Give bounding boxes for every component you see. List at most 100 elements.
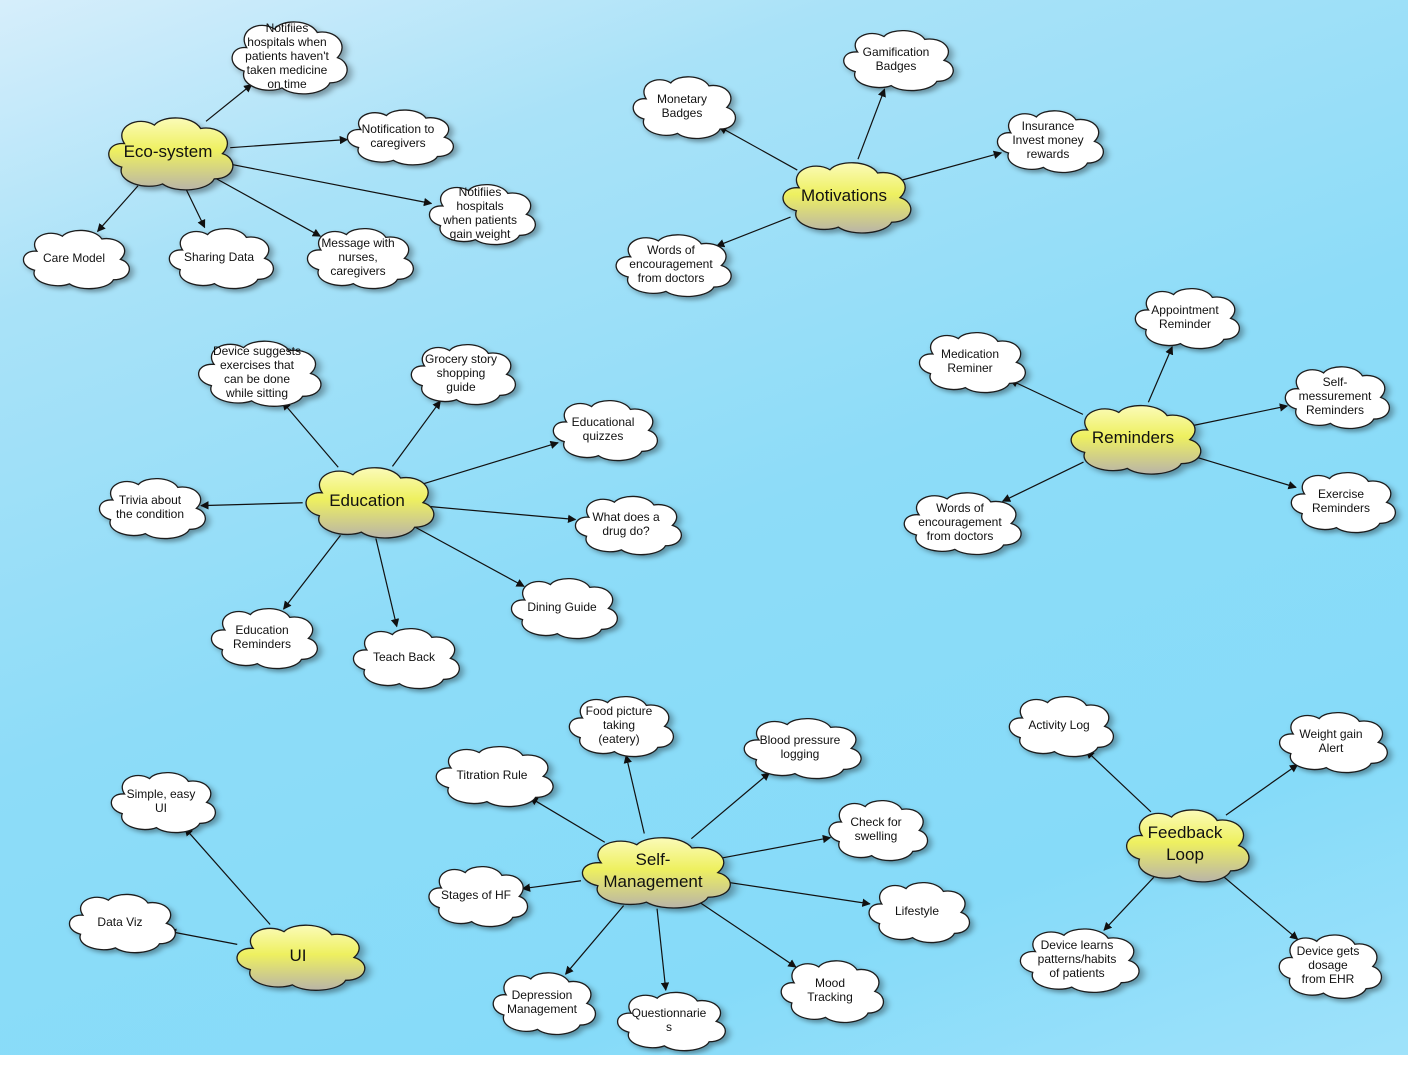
leaf-cloud-shape (1002, 690, 1116, 760)
connector-arrow (623, 754, 645, 834)
leaf-edu-device-exercises[interactable]: Device suggests exercises that can be do… (190, 334, 324, 410)
leaf-sm-questionnaires[interactable]: Questionnarie s (610, 986, 728, 1054)
hub-reminders[interactable]: Reminders (1062, 398, 1204, 478)
connector-arrow (167, 928, 238, 945)
leaf-fb-device-learns[interactable]: Device learns patterns/habits of patient… (1012, 922, 1142, 996)
leaf-eco-message[interactable]: Message with nurses, caregivers (300, 222, 416, 292)
leaf-cloud-shape (822, 794, 930, 864)
leaf-eco-notify-medicine[interactable]: Notifiies hospitals when patients haven'… (224, 14, 350, 98)
leaf-eco-sharing-data[interactable]: Sharing Data (162, 222, 276, 292)
leaf-cloud-shape (504, 572, 620, 642)
leaf-label: Activity Log (1028, 718, 1090, 732)
leaf-label: Grocery story shopping guide (424, 352, 497, 394)
hub-feedback-loop[interactable]: Feedback Loop (1118, 802, 1252, 886)
leaf-edu-trivia[interactable]: Trivia about the condition (92, 472, 208, 542)
leaf-label: Sharing Data (183, 250, 255, 264)
connector-arrow (200, 501, 303, 510)
leaf-sm-food-picture[interactable]: Food picture taking (eatery) (562, 690, 676, 760)
connector-arrow (375, 538, 400, 628)
hub-motivations[interactable]: Motivations (774, 155, 914, 237)
connector-arrow (902, 150, 1003, 181)
leaf-label: Mood Tracking (807, 976, 853, 1004)
hub-label: Eco-system (123, 142, 213, 161)
leaf-label: Device suggests exercises that can be do… (212, 344, 302, 400)
leaf-mot-words[interactable]: Words of encouragement from doctors (608, 228, 734, 300)
leaf-sm-blood-pressure[interactable]: Blood pressure logging (736, 712, 864, 782)
leaf-cloud-shape (1012, 922, 1142, 996)
leaf-eco-care-model[interactable]: Care Model (16, 224, 132, 292)
leaf-fb-dosage[interactable]: Device gets dosage from EHR (1272, 928, 1384, 1002)
hub-label: Feedback Loop (1147, 823, 1223, 864)
hub-eco-system[interactable]: Eco-system (100, 110, 236, 194)
connector-arrow (1085, 750, 1152, 813)
leaf-edu-grocery[interactable]: Grocery story shopping guide (404, 338, 518, 408)
leaf-edu-teach-back[interactable]: Teach Back (346, 622, 462, 692)
leaf-cloud-shape (404, 338, 518, 408)
leaf-label: Medication Reminer (940, 347, 1000, 375)
leaf-eco-weight[interactable]: Notifiies hospitals when patients gain w… (422, 178, 538, 248)
leaf-label: Educational quizzes (571, 415, 635, 443)
hub-cloud-shape (774, 155, 914, 237)
leaf-label: Titration Rule (456, 768, 528, 782)
leaf-sm-titration[interactable]: Titration Rule (428, 740, 556, 810)
leaf-cloud-shape (92, 472, 208, 542)
hub-ui[interactable]: UI (228, 918, 368, 994)
leaf-label: Notification to caregivers (361, 122, 435, 150)
leaf-cloud-shape (862, 876, 972, 946)
leaf-rem-words[interactable]: Words of encouragement from doctors (896, 486, 1024, 558)
leaf-label: Self- messurement Reminders (1298, 375, 1372, 417)
leaf-rem-self-measurement[interactable]: Self- messurement Reminders (1278, 360, 1392, 432)
leaf-cloud-shape (190, 334, 324, 410)
leaf-rem-exercise[interactable]: Exercise Reminders (1284, 466, 1398, 536)
leaf-mot-monetary[interactable]: Monetary Badges (626, 70, 738, 142)
leaf-cloud-shape (608, 228, 734, 300)
leaf-rem-appointment[interactable]: Appointment Reminder (1128, 282, 1242, 352)
connector-arrow (227, 163, 433, 207)
hub-label: Self- Management (603, 850, 703, 891)
leaf-sm-lifestyle[interactable]: Lifestyle (862, 876, 972, 946)
leaf-cloud-shape (1128, 282, 1242, 352)
leaf-fb-weight-alert[interactable]: Weight gain Alert (1272, 706, 1390, 776)
leaf-sm-stages-hf[interactable]: Stages of HF (422, 860, 530, 930)
leaf-edu-drug[interactable]: What does a drug do? (568, 490, 684, 558)
leaf-eco-caregivers[interactable]: Notification to caregivers (340, 104, 456, 168)
leaf-edu-dining[interactable]: Dining Guide (504, 572, 620, 642)
connector-arrow (283, 535, 341, 610)
leaf-sm-depression[interactable]: Depression Management (486, 966, 598, 1038)
hub-education[interactable]: Education (297, 460, 437, 542)
leaf-edu-quizzes[interactable]: Educational quizzes (546, 394, 660, 464)
connector-arrow (423, 440, 559, 485)
connector-arrow (96, 185, 139, 233)
hub-cloud-shape (1118, 802, 1252, 886)
hub-label: Education (329, 491, 405, 510)
leaf-label: Depression Management (506, 988, 578, 1016)
leaf-ui-data-viz[interactable]: Data Viz (62, 888, 178, 956)
leaf-cloud-shape (340, 104, 456, 168)
leaf-cloud-shape (774, 954, 886, 1026)
leaf-cloud-shape (912, 326, 1028, 396)
leaf-edu-reminders[interactable]: Education Reminders (204, 602, 320, 672)
leaf-label: Food picture taking (eatery) (585, 704, 653, 746)
leaf-rem-medication[interactable]: Medication Reminer (912, 326, 1028, 396)
connector-arrow (185, 188, 206, 229)
hub-cloud-shape (100, 110, 236, 194)
connector-arrow (565, 905, 625, 975)
connector-arrow (1225, 764, 1299, 816)
leaf-cloud-shape (836, 24, 956, 94)
leaf-sm-mood[interactable]: Mood Tracking (774, 954, 886, 1026)
leaf-fb-activity-log[interactable]: Activity Log (1002, 690, 1116, 760)
leaf-label: Words of encouragement from doctors (629, 243, 713, 285)
leaf-cloud-shape (300, 222, 416, 292)
leaf-label: Exercise Reminders (1311, 487, 1371, 515)
connector-arrow (521, 880, 582, 892)
leaf-mot-insurance[interactable]: Insurance Invest money rewards (990, 104, 1106, 176)
leaf-sm-swelling[interactable]: Check for swelling (822, 794, 930, 864)
hub-self-management[interactable]: Self- Management (572, 830, 734, 912)
hub-label: Motivations (801, 186, 887, 205)
leaf-mot-gamification[interactable]: Gamification Badges (836, 24, 956, 94)
leaf-label: Device gets dosage from EHR (1296, 944, 1360, 986)
leaf-cloud-shape (104, 766, 218, 836)
leaf-ui-simple[interactable]: Simple, easy UI (104, 766, 218, 836)
leaf-cloud-shape (568, 490, 684, 558)
leaf-cloud-shape (422, 860, 530, 930)
